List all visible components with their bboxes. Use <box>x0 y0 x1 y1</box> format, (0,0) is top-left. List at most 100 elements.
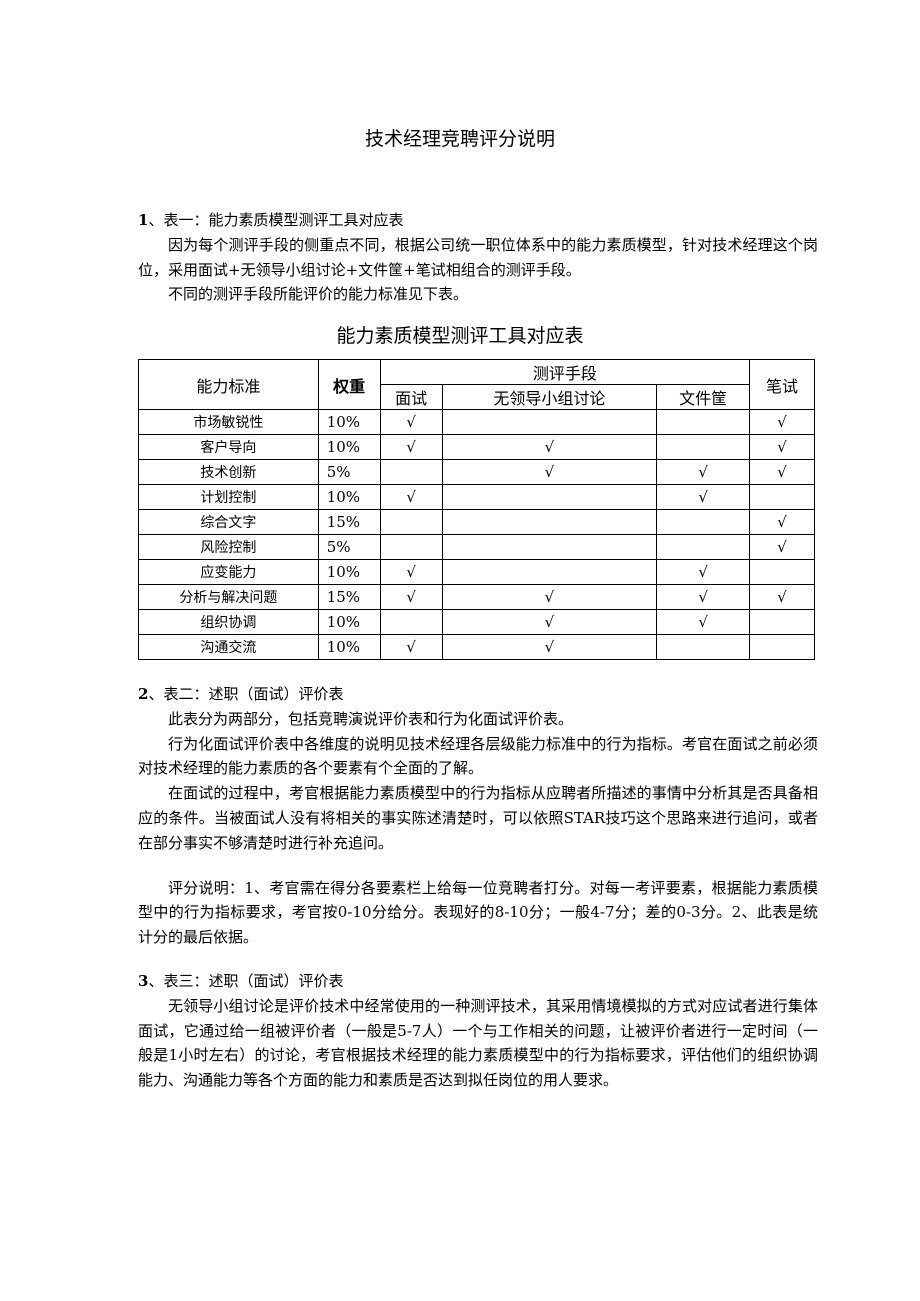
section-1-heading: 1、表一：能力素质模型测评工具对应表 <box>138 208 818 233</box>
table-row: 组织协调 10% √ √ <box>138 609 815 635</box>
ability-cell: 客户导向 <box>138 434 319 460</box>
ability-assessment-table: 能力标准 权重 测评手段 笔试 面试 无领导小组讨论 文件筐 市场敏锐性 10% √… <box>138 359 815 660</box>
ability-cell: 技术创新 <box>138 459 319 485</box>
check-mark: √ <box>656 559 751 585</box>
empty-cell <box>379 459 443 485</box>
table-row: 综合文字 15% √ <box>138 509 815 535</box>
table-row: 市场敏锐性 10% √ √ <box>138 409 815 435</box>
check-mark: √ <box>379 559 443 585</box>
empty-cell <box>441 509 658 535</box>
check-mark: √ <box>379 434 443 460</box>
section-2-heading: 2、表二：述职（面试）评价表 <box>138 682 818 707</box>
heading-text: 、表三：述职（面试）评价表 <box>148 972 344 990</box>
check-mark: √ <box>749 509 815 535</box>
weight-cell: 10% <box>317 409 381 435</box>
empty-cell <box>749 484 815 510</box>
paragraph: 行为化面试评价表中各维度的说明见技术经理各层级能力标准中的行为指标。考官在面试之… <box>138 734 818 778</box>
empty-cell <box>749 634 815 660</box>
empty-cell <box>656 409 751 435</box>
paragraph: 此表分为两部分，包括竞聘演说评价表和行为化面试评价表。 <box>168 709 574 728</box>
heading-number: 2 <box>138 685 149 703</box>
ability-cell: 应变能力 <box>138 559 319 585</box>
weight-cell: 10% <box>317 634 381 660</box>
check-mark: √ <box>441 459 658 485</box>
header-written: 笔试 <box>749 359 815 410</box>
empty-cell <box>379 609 443 635</box>
ability-cell: 风险控制 <box>138 534 319 560</box>
section-3: 3、表三：述职（面试）评价表 无领导小组讨论是评价技术中经常使用的一种测评技术，… <box>138 969 818 1093</box>
empty-cell <box>749 559 815 585</box>
empty-cell <box>441 559 658 585</box>
empty-cell <box>656 534 751 560</box>
empty-cell <box>441 409 658 435</box>
heading-text: 、表二：述职（面试）评价表 <box>148 685 344 703</box>
weight-cell: 10% <box>317 609 381 635</box>
header-ability: 能力标准 <box>138 359 319 410</box>
check-mark: √ <box>749 534 815 560</box>
table-row: 沟通交流 10% √ √ <box>138 634 815 660</box>
header-inbasket: 文件筐 <box>656 384 751 410</box>
header-weight: 权重 <box>317 359 381 410</box>
document-title: 技术经理竞聘评分说明 <box>364 128 555 150</box>
table-row: 风险控制 5% √ <box>138 534 815 560</box>
check-mark: √ <box>749 584 815 610</box>
header-methods: 测评手段 <box>379 359 751 385</box>
check-mark: √ <box>656 584 751 610</box>
header-group: 无领导小组讨论 <box>441 384 658 410</box>
ability-cell: 沟通交流 <box>138 634 319 660</box>
check-mark: √ <box>379 409 443 435</box>
section-3-heading: 3、表三：述职（面试）评价表 <box>138 969 818 994</box>
check-mark: √ <box>656 609 751 635</box>
check-mark: √ <box>441 584 658 610</box>
weight-cell: 5% <box>317 534 381 560</box>
paragraph: 不同的测评手段所能评价的能力标准见下表。 <box>168 285 469 304</box>
empty-cell <box>749 609 815 635</box>
table-title: 能力素质模型测评工具对应表 <box>336 325 584 347</box>
table-row: 分析与解决问题 15% √ √ √ √ <box>138 584 815 610</box>
check-mark: √ <box>379 484 443 510</box>
table-row: 应变能力 10% √ √ <box>138 559 815 585</box>
empty-cell <box>441 534 658 560</box>
ability-cell: 市场敏锐性 <box>138 409 319 435</box>
ability-cell: 计划控制 <box>138 484 319 510</box>
heading-text: 、表一：能力素质模型测评工具对应表 <box>148 211 404 229</box>
paragraph: 因为每个测评手段的侧重点不同，根据公司统一职位体系中的能力素质模型，针对技术经理… <box>138 235 818 279</box>
check-mark: √ <box>749 434 815 460</box>
check-mark: √ <box>749 459 815 485</box>
paragraph: 在面试的过程中，考官根据能力素质模型中的行为指标从应聘者所描述的事情中分析其是否… <box>138 784 818 852</box>
weight-cell: 15% <box>317 509 381 535</box>
check-mark: √ <box>656 459 751 485</box>
header-interview: 面试 <box>379 384 443 410</box>
ability-cell: 组织协调 <box>138 609 319 635</box>
scoring-note: 评分说明：1、考官需在得分各要素栏上给每一位竞聘者打分。对每一考评要素，根据能力… <box>138 878 818 947</box>
ability-cell: 分析与解决问题 <box>138 584 319 610</box>
weight-cell: 10% <box>317 484 381 510</box>
check-mark: √ <box>749 409 815 435</box>
weight-cell: 5% <box>317 459 381 485</box>
empty-cell <box>656 509 751 535</box>
section-1: 1、表一：能力素质模型测评工具对应表 因为每个测评手段的侧重点不同，根据公司统一… <box>138 208 818 307</box>
weight-cell: 10% <box>317 559 381 585</box>
check-mark: √ <box>379 584 443 610</box>
empty-cell <box>379 534 443 560</box>
check-mark: √ <box>441 609 658 635</box>
empty-cell <box>441 484 658 510</box>
check-mark: √ <box>656 484 751 510</box>
check-mark: √ <box>441 634 658 660</box>
heading-number: 3 <box>138 972 149 990</box>
section-2: 2、表二：述职（面试）评价表 此表分为两部分，包括竞聘演说评价表和行为化面试评价… <box>138 682 818 950</box>
weight-cell: 15% <box>317 584 381 610</box>
heading-number: 1 <box>138 211 149 229</box>
table-row: 技术创新 5% √ √ √ <box>138 459 815 485</box>
table-row: 计划控制 10% √ √ <box>138 484 815 510</box>
check-mark: √ <box>441 434 658 460</box>
empty-cell <box>656 634 751 660</box>
weight-cell: 10% <box>317 434 381 460</box>
paragraph: 无领导小组讨论是评价技术中经常使用的一种测评技术，其采用情境模拟的方式对应试者进… <box>138 996 818 1090</box>
empty-cell <box>656 434 751 460</box>
ability-cell: 综合文字 <box>138 509 319 535</box>
check-mark: √ <box>379 634 443 660</box>
empty-cell <box>379 509 443 535</box>
table-row: 客户导向 10% √ √ √ <box>138 434 815 460</box>
